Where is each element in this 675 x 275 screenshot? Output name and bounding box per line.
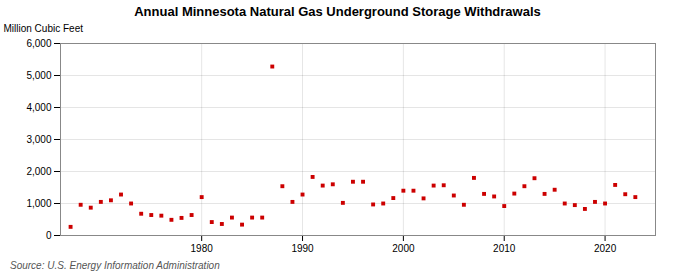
- svg-text:2000: 2000: [392, 243, 415, 254]
- svg-text:4,000: 4,000: [26, 102, 51, 113]
- html-text:Source: U.S. Energy Informatio: Source: U.S. Energy Information Administ…: [10, 260, 220, 271]
- svg-text:2010: 2010: [493, 243, 516, 254]
- svg-text:Million Cubic Feet: Million Cubic Feet: [4, 23, 84, 34]
- svg-text:0: 0: [46, 230, 52, 241]
- svg-text:1990: 1990: [291, 243, 314, 254]
- svg-text:5,000: 5,000: [26, 70, 51, 81]
- svg-text:2,000: 2,000: [26, 166, 51, 177]
- html-text:Annual Minnesota Natural Gas U: Annual Minnesota Natural Gas Underground…: [134, 4, 541, 19]
- svg-text:2020: 2020: [594, 243, 617, 254]
- svg-text:6,000: 6,000: [26, 38, 51, 49]
- svg-text:1,000: 1,000: [26, 198, 51, 209]
- svg-text:1980: 1980: [191, 243, 214, 254]
- svg-text:3,000: 3,000: [26, 134, 51, 145]
